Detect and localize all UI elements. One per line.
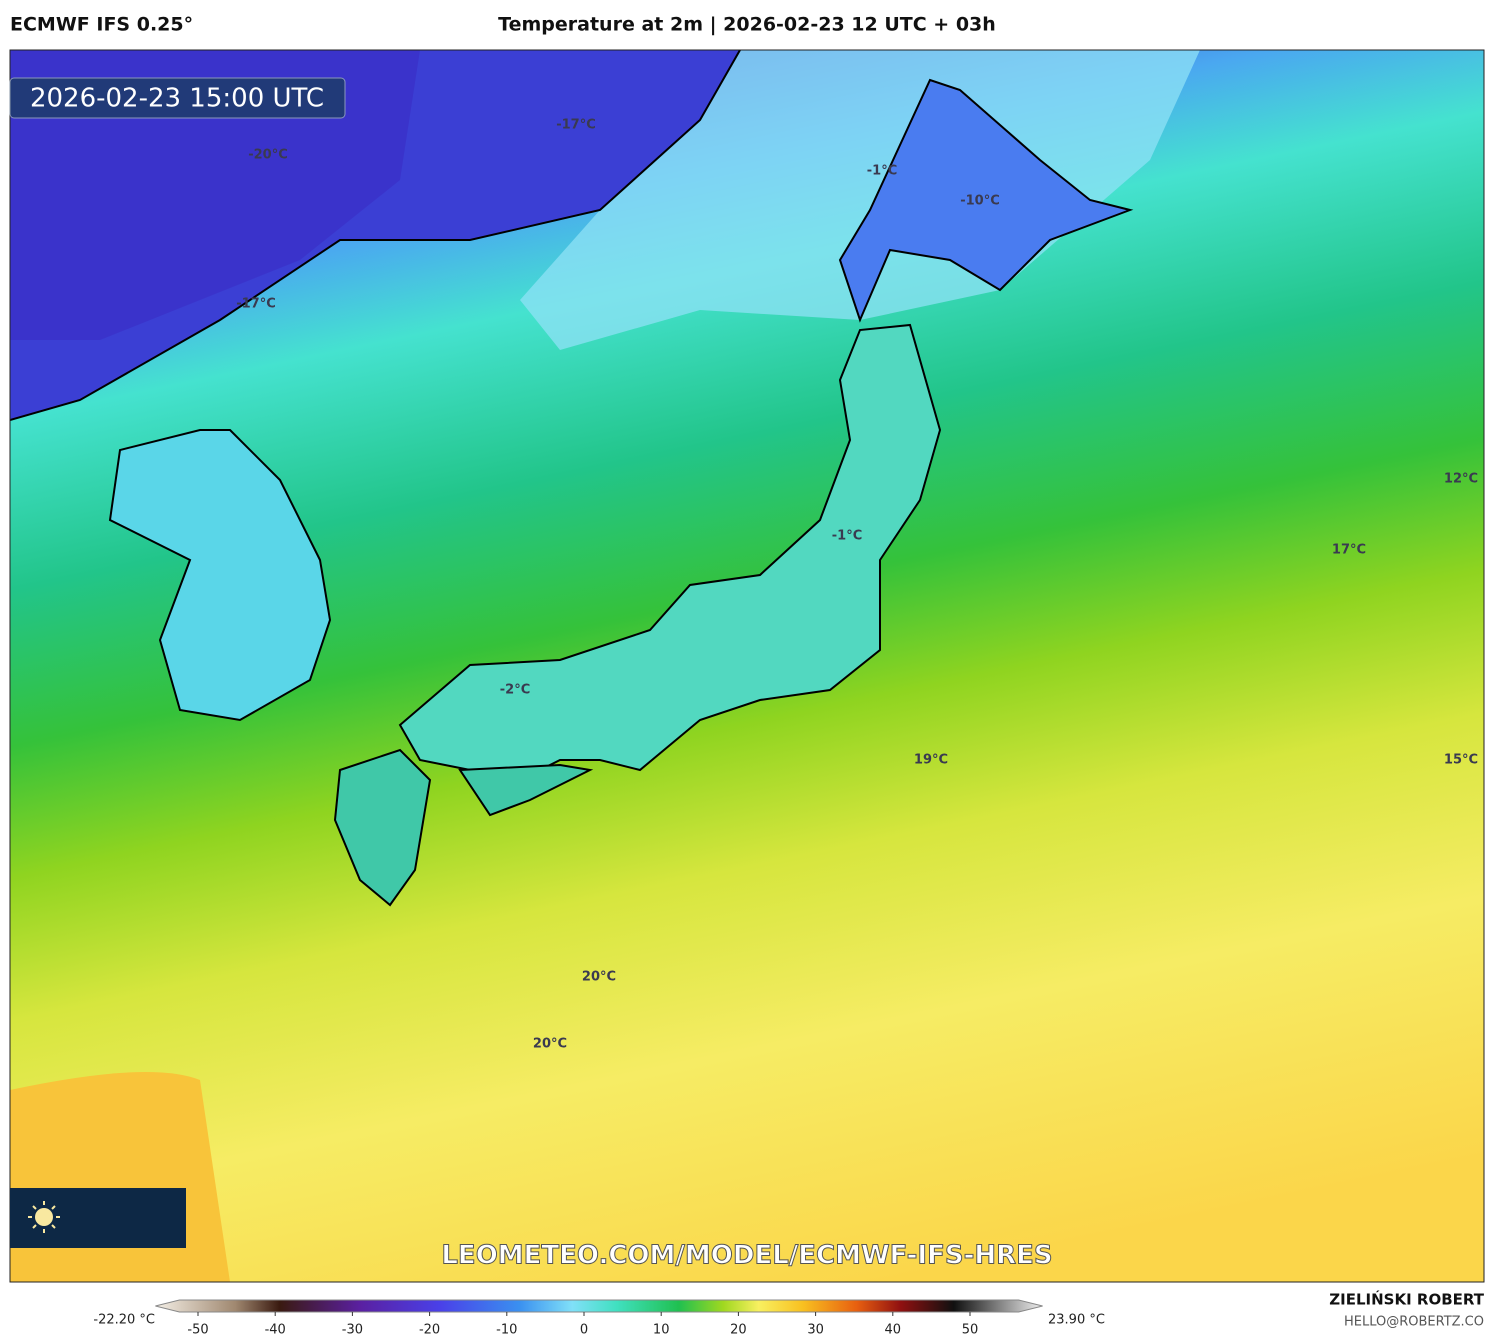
isotherm-label: 12°C <box>1444 472 1478 487</box>
korea <box>108 429 332 722</box>
colorbar-tick-label: 50 <box>962 1323 979 1338</box>
colorbar-tick-label: 20 <box>730 1323 747 1338</box>
isotherm-label: -20°C <box>248 148 288 163</box>
coastline <box>10 50 741 421</box>
isotherm-label: -2°C <box>500 683 530 698</box>
isotherm-label: -1°C <box>832 529 862 544</box>
colorbar-tick-label: -20 <box>419 1323 440 1338</box>
colorbar-tick-label: -30 <box>342 1323 363 1338</box>
colorbar-tick-label: -10 <box>496 1323 517 1338</box>
isotherm-label: 15°C <box>1444 753 1478 768</box>
timestamp-box <box>9 77 346 119</box>
isotherm-label: 20°C <box>533 1037 567 1052</box>
colorbar-tick-label: -40 <box>265 1323 286 1338</box>
colorbar-tick-label: 10 <box>653 1323 670 1338</box>
colorbar-tick-label: -50 <box>187 1323 208 1338</box>
colorbar-min: -22.20 °C <box>93 1313 155 1328</box>
timestamp: 2026-02-23 15:00 UTC <box>30 84 324 114</box>
isotherm-label: -17°C <box>236 297 276 312</box>
watermark: LEOMETEO.COM/MODEL/ECMWF-IFS-HRES <box>441 1241 1052 1271</box>
isotherm-label: -17°C <box>556 118 596 133</box>
map-frame <box>9 49 1485 1283</box>
colorbar-tick-label: 30 <box>807 1323 824 1338</box>
isotherm-label: -10°C <box>960 194 1000 209</box>
map: -17°C -20°C -17°C -1°C -10°C -1°C -2°C 12°C 17°C… <box>10 50 1484 1282</box>
shikoku <box>458 763 594 817</box>
isotherm-label: 20°C <box>582 970 616 985</box>
kyushu <box>333 748 432 907</box>
cool-band <box>520 50 1200 350</box>
warm-region <box>10 1072 230 1282</box>
colorbar-tick-label: 0 <box>580 1323 588 1338</box>
cold-core <box>10 50 420 340</box>
logo-sun <box>28 1201 60 1233</box>
colorbar-max: 23.90 °C <box>1048 1313 1105 1328</box>
honshu <box>398 323 942 792</box>
isotherm-label: 19°C <box>914 753 948 768</box>
colorbar-ramp <box>155 1299 1043 1313</box>
model-name: ECMWF IFS 0.25° <box>10 14 193 36</box>
author-name: ZIELIŃSKI ROBERT <box>1329 1290 1484 1309</box>
isotherm-labels: -17°C -20°C -17°C -1°C -10°C -1°C -2°C 12°C 17°C… <box>236 118 1478 1052</box>
isotherm-label: 17°C <box>1332 543 1366 558</box>
isotherm-label: -1°C <box>867 164 897 179</box>
map-title: Temperature at 2m | 2026-02-23 12 UTC + … <box>498 14 996 36</box>
author-email: HELLO@ROBERTZ.CO <box>1344 1315 1484 1330</box>
colorbar: -50 -40 -30 -20 -10 0 10 20 30 40 50 <box>155 1299 1043 1338</box>
colorbar-tick-label: 40 <box>885 1323 902 1338</box>
hokkaido <box>838 78 1134 323</box>
